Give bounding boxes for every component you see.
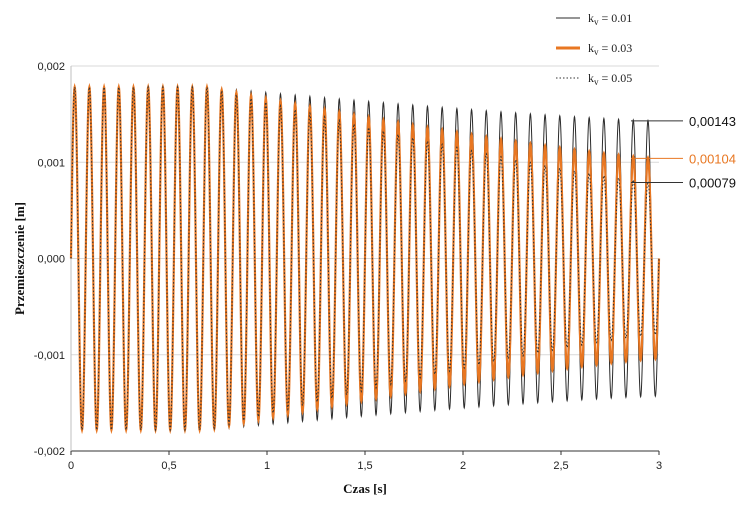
legend-label-2: kv = 0.03 bbox=[588, 41, 632, 57]
legend-label-subscript: v bbox=[594, 17, 599, 27]
y-tick-label: 0,000 bbox=[37, 254, 65, 266]
grid-lines bbox=[71, 65, 659, 356]
series-layer bbox=[69, 82, 661, 435]
amplitude-annotations: 0,00143 0,00104 0,00079 bbox=[631, 114, 736, 190]
y-axis-title: Przemieszczenie [m] bbox=[12, 202, 27, 315]
legend-label-rest: = 0.03 bbox=[599, 41, 633, 55]
x-tick-label: 3 bbox=[656, 460, 662, 472]
x-tick-label: 2 bbox=[460, 460, 466, 472]
legend-label-subscript: v bbox=[594, 77, 599, 87]
y-tick-label: -0,001 bbox=[34, 350, 65, 362]
annotation-label-2: 0,00104 bbox=[689, 151, 736, 166]
legend-label-main: k bbox=[588, 71, 594, 85]
legend-label-1: kv = 0.01 bbox=[588, 11, 632, 27]
x-tick-label: 2,5 bbox=[553, 460, 568, 472]
legend-label-rest: = 0.01 bbox=[599, 11, 633, 25]
legend-label-main: k bbox=[588, 11, 594, 25]
x-axis-title: Czas [s] bbox=[343, 481, 387, 496]
annotation-label-3: 0,00079 bbox=[689, 175, 736, 190]
series-line-3 bbox=[70, 85, 660, 432]
annotation-label-1: 0,00143 bbox=[689, 114, 736, 129]
y-tick-label: 0,002 bbox=[37, 61, 65, 73]
legend-label-main: k bbox=[588, 41, 594, 55]
x-tick-label: 1 bbox=[264, 460, 270, 472]
legend-label-subscript: v bbox=[594, 47, 599, 57]
x-tick-label: 1,5 bbox=[357, 460, 372, 472]
y-tick-label: 0,001 bbox=[37, 157, 65, 169]
legend-label-rest: = 0.05 bbox=[599, 71, 633, 85]
tick-labels: 0 0,5 1 1,5 2 2,5 3 -0,002 -0,001 0,000 0,001 0,002 bbox=[34, 61, 662, 472]
x-tick-label: 0,5 bbox=[161, 460, 176, 472]
legend-label-3: kv = 0.05 bbox=[588, 71, 632, 87]
x-tick-label: 0 bbox=[68, 460, 74, 472]
y-tick-label: -0,002 bbox=[34, 446, 65, 458]
